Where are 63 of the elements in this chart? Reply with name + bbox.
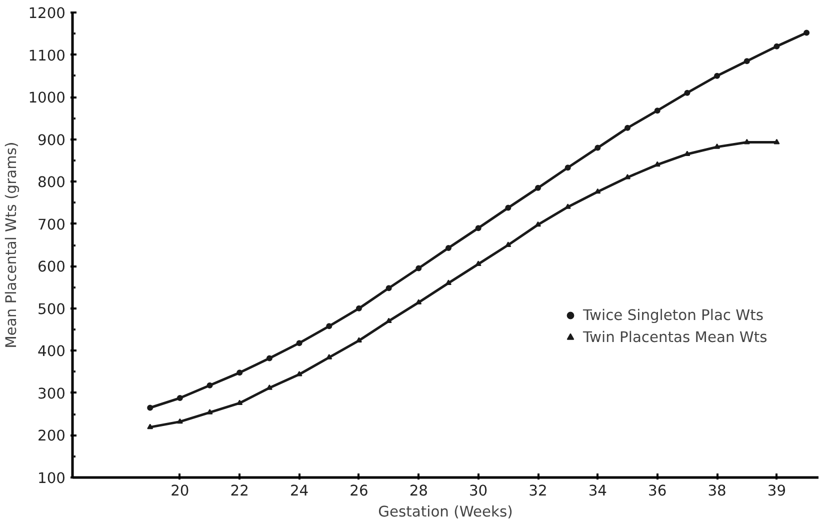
- y-axis-title: Mean Placental Wts (grams): [3, 142, 20, 348]
- point: [774, 43, 780, 50]
- point: [176, 395, 183, 402]
- point: [654, 108, 660, 114]
- y-tick-label: 1200: [28, 5, 66, 22]
- point: [326, 323, 332, 330]
- point: [296, 340, 302, 346]
- y-tick-label: 500: [38, 300, 66, 318]
- point: [475, 260, 482, 266]
- x-tick-label: 34: [588, 482, 608, 500]
- y-tick-label: 200: [38, 428, 66, 445]
- y-tick-label: 700: [38, 216, 66, 234]
- point: [804, 30, 810, 36]
- y-tick-label: 900: [38, 132, 66, 149]
- point: [594, 144, 601, 151]
- point: [386, 318, 392, 324]
- y-tick-label: 1100: [28, 47, 66, 64]
- legend-label: Twice Singleton Plac Wts: [583, 306, 764, 324]
- point: [624, 174, 631, 180]
- x-tick-label: 30: [469, 482, 488, 500]
- x-tick-label: 24: [290, 482, 309, 500]
- point: [714, 144, 720, 149]
- x-tick-label: 38: [708, 482, 726, 500]
- point: [266, 355, 272, 362]
- point: [147, 404, 154, 411]
- point: [744, 138, 750, 144]
- point: [505, 242, 512, 247]
- point: [475, 225, 482, 232]
- x-tick-label: 28: [409, 482, 428, 500]
- point: [176, 418, 183, 424]
- point: [714, 72, 720, 79]
- y-tick-label: 1000: [28, 90, 66, 107]
- point: [356, 305, 362, 312]
- point: [236, 370, 243, 376]
- point: [416, 299, 422, 304]
- point: [535, 221, 542, 227]
- x-tick-label: 39: [767, 482, 786, 500]
- y-tick-label: 100: [38, 470, 66, 487]
- point: [535, 184, 542, 191]
- point: [684, 90, 690, 96]
- point: [564, 164, 571, 171]
- point: [744, 58, 750, 64]
- x-tick-label: 26: [350, 482, 368, 500]
- point: [147, 424, 154, 430]
- point: [386, 285, 392, 292]
- point: [624, 124, 631, 131]
- point: [206, 382, 213, 388]
- x-tick-label: 22: [230, 482, 249, 500]
- y-tick-label: 800: [38, 174, 66, 192]
- point: [505, 204, 512, 211]
- legend-label: Twin Placentas Mean Wts: [583, 328, 768, 346]
- point: [416, 265, 422, 272]
- x-tick-label: 36: [648, 482, 667, 500]
- x-tick-label: 32: [528, 482, 548, 500]
- y-tick-label: 600: [38, 258, 66, 276]
- x-tick-label: 20: [170, 482, 190, 500]
- point: [326, 354, 332, 360]
- y-tick-label: 300: [38, 385, 66, 402]
- point: [594, 188, 601, 194]
- y-tick-label: 400: [38, 343, 66, 360]
- x-axis-title: Gestation (Weeks): [378, 504, 513, 520]
- point: [445, 244, 452, 251]
- point: [774, 138, 780, 144]
